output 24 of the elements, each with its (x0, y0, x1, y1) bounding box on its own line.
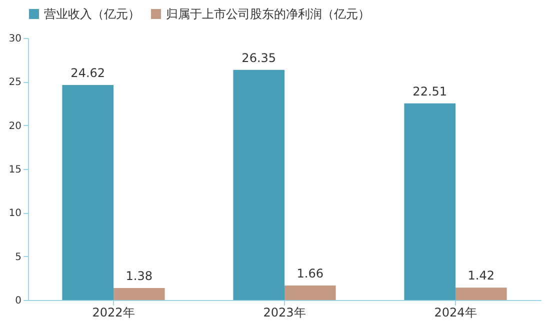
y-tick-label: 20 (8, 120, 22, 132)
x-tick-label: 2024年 (434, 306, 477, 320)
y-tick-label: 30 (8, 34, 22, 44)
data-label: 24.62 (70, 66, 106, 80)
data-label: 22.51 (412, 84, 448, 98)
bar (404, 103, 456, 300)
y-tick-label: 25 (8, 77, 22, 88)
bar (284, 286, 336, 300)
x-tick-label: 2022年 (92, 306, 135, 320)
data-label: 1.38 (126, 268, 153, 283)
legend-label: 营业收入（亿元） (44, 7, 140, 21)
bar (114, 288, 165, 300)
bar (62, 84, 114, 300)
data-label: 1.66 (296, 266, 324, 281)
y-tick-label: 5 (15, 252, 22, 263)
y-tick-label: 10 (8, 208, 22, 220)
y-tick-label: 0 (15, 296, 22, 306)
x-tick-label: 2023年 (263, 306, 306, 320)
y-tick-label: 15 (8, 164, 22, 176)
data-label: 1.42 (468, 268, 495, 283)
legend-label: 归属于上市公司股东的净利润（亿元） (166, 7, 370, 21)
data-label: 26.35 (242, 50, 276, 65)
bar (233, 70, 284, 300)
bar (456, 288, 507, 300)
